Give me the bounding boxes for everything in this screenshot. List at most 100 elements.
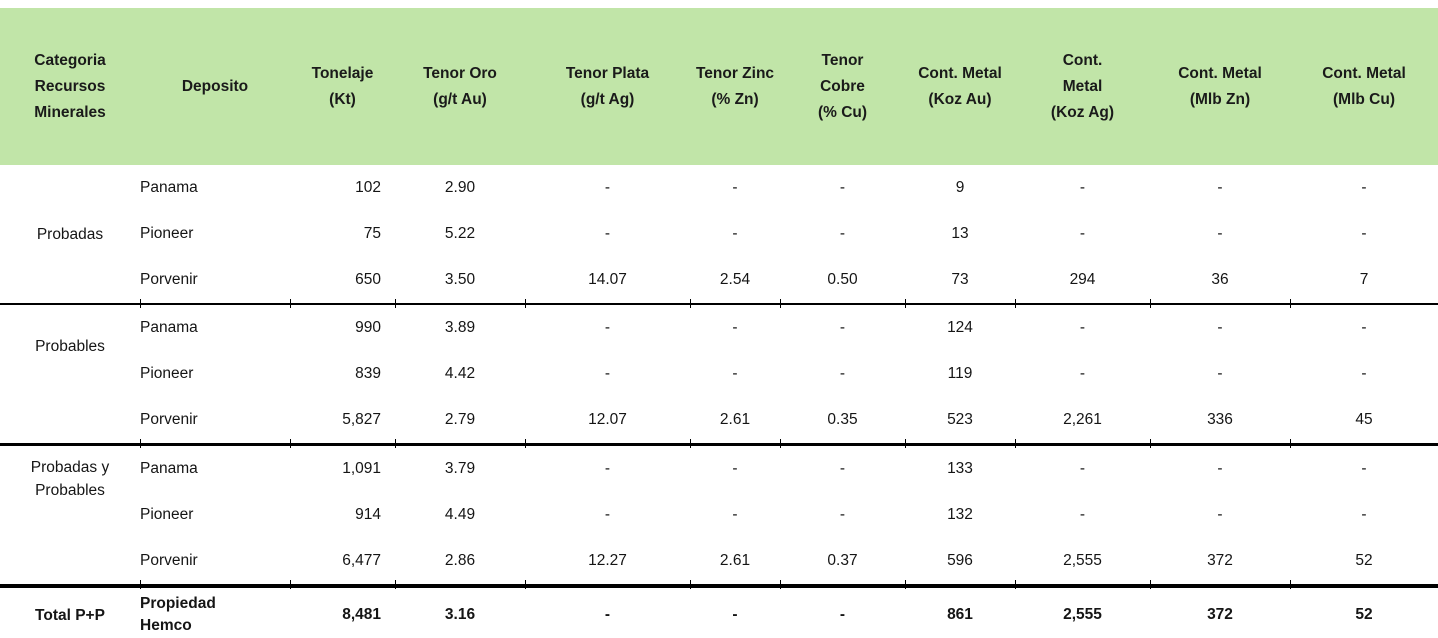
tonelaje-cell: 75 xyxy=(363,225,381,242)
tenor-cobre-cell: 0.50 xyxy=(780,257,906,308)
header-tenor-zinc: Tenor Zinc (% Zn) xyxy=(690,8,780,165)
tenor-zinc-cell: - xyxy=(732,460,738,477)
koz-ag-cell: 2,555 xyxy=(1015,538,1151,589)
mlb-zn-cell: - xyxy=(1217,460,1223,477)
koz-ag-cell: 294 xyxy=(1015,257,1151,308)
tenor-cobre-cell: - xyxy=(839,506,846,523)
table-row: Probables Panama 990 3.89 - - - 124 - - … xyxy=(0,304,1438,447)
tenor-oro-cell: 5.22 xyxy=(444,225,476,242)
deposit-cell: Porvenir xyxy=(140,538,291,589)
deposit-cell: Panama xyxy=(140,460,198,477)
tenor-plata-cell: - xyxy=(604,506,611,523)
mlb-zn-cell: 372 xyxy=(1207,606,1233,623)
header-tenor-plata: Tenor Plata (g/t Ag) xyxy=(525,8,690,165)
total-row: Total P+P Propiedad Hemco 8,481 3.16 - -… xyxy=(0,586,1438,638)
table-row: Probadas Panama 102 2.90 - - - 9 - - - xyxy=(0,165,1438,308)
header-row: Categoria Recursos Minerales Deposito To… xyxy=(0,8,1438,165)
tenor-zinc-cell: 2.61 xyxy=(690,397,781,448)
tenor-oro-cell: 3.79 xyxy=(444,460,476,477)
tenor-oro-cell: 3.89 xyxy=(444,319,476,336)
tonelaje-cell: 914 xyxy=(355,506,381,523)
tonelaje-cell: 650 xyxy=(290,257,396,308)
deposit-cell: Porvenir xyxy=(140,397,291,448)
koz-au-cell: 132 xyxy=(947,506,973,523)
total-section: Total P+P Propiedad Hemco 8,481 3.16 - -… xyxy=(0,586,1438,638)
deposit-cell: Pioneer xyxy=(140,225,194,242)
header-cont-metal-mlb-zn: Cont. Metal (Mlb Zn) xyxy=(1150,8,1290,165)
tenor-plata-cell: - xyxy=(604,460,611,477)
mlb-cu-cell: - xyxy=(1361,506,1367,523)
group-probadas: Probadas Panama 102 2.90 - - - 9 - - - P… xyxy=(0,165,1438,308)
mlb-cu-cell: - xyxy=(1361,225,1367,242)
koz-ag-cell: - xyxy=(1079,365,1086,382)
tenor-plata-cell: - xyxy=(604,606,611,623)
table-row: Pioneer 75 5.22 - - - 13 - - - xyxy=(0,211,1438,257)
mlb-zn-cell: 336 xyxy=(1150,397,1291,448)
table-row: Porvenir 6,477 2.86 12.27 2.61 0.37 596 … xyxy=(0,538,1438,589)
table-row: Probadas y Probables Panama 1,091 3.79 -… xyxy=(0,445,1438,587)
koz-ag-cell: 2,261 xyxy=(1015,397,1151,448)
group-label-probadas: Probadas xyxy=(0,165,141,308)
table-row: Pioneer 914 4.49 - - - 132 - - - xyxy=(0,492,1438,538)
tenor-cobre-cell: 0.37 xyxy=(780,538,906,589)
tenor-cobre-cell: - xyxy=(839,606,846,623)
mlb-cu-cell: - xyxy=(1361,460,1367,477)
koz-ag-cell: - xyxy=(1079,179,1086,196)
koz-ag-cell: - xyxy=(1079,506,1086,523)
tenor-zinc-cell: - xyxy=(732,225,738,242)
mlb-cu-cell: 45 xyxy=(1355,411,1373,428)
koz-au-cell: 861 xyxy=(947,606,973,623)
tenor-cobre-cell: - xyxy=(839,179,846,196)
mlb-zn-cell: - xyxy=(1217,506,1223,523)
group-label-probadas-y-probables: Probadas y Probables xyxy=(0,445,141,587)
deposit-cell: Pioneer xyxy=(140,506,194,523)
koz-au-cell: 596 xyxy=(905,538,1016,589)
mlb-zn-cell: - xyxy=(1217,179,1223,196)
koz-ag-cell: 2,555 xyxy=(1063,606,1102,623)
koz-au-cell: 124 xyxy=(947,319,973,336)
mlb-cu-cell: 52 xyxy=(1355,552,1373,569)
table-header: Categoria Recursos Minerales Deposito To… xyxy=(0,8,1438,165)
tenor-oro-cell: 4.49 xyxy=(444,506,476,523)
koz-au-cell: 119 xyxy=(947,365,973,382)
tenor-oro-cell: 3.50 xyxy=(395,257,526,308)
tenor-plata-cell: 12.27 xyxy=(525,538,691,589)
koz-ag-cell: - xyxy=(1079,319,1086,336)
mlb-cu-cell: - xyxy=(1361,179,1367,196)
koz-ag-cell: - xyxy=(1079,225,1086,242)
tenor-cobre-cell: - xyxy=(839,319,846,336)
total-deposit-cell: Propiedad Hemco xyxy=(140,595,216,634)
tonelaje-cell: 8,481 xyxy=(342,606,381,623)
table-row: Porvenir 5,827 2.79 12.07 2.61 0.35 523 … xyxy=(0,397,1438,448)
mineral-resources-table: Categoria Recursos Minerales Deposito To… xyxy=(0,8,1438,638)
koz-ag-cell: - xyxy=(1079,460,1086,477)
header-cont-metal-koz-ag: Cont. Metal (Koz Ag) xyxy=(1015,8,1150,165)
tonelaje-cell: 990 xyxy=(355,319,381,336)
header-deposito: Deposito xyxy=(140,8,290,165)
tenor-zinc-cell: - xyxy=(732,506,738,523)
koz-au-cell: 523 xyxy=(905,397,1016,448)
mlb-zn-cell: - xyxy=(1217,365,1223,382)
mlb-zn-cell: 36 xyxy=(1150,257,1291,308)
header-tonelaje: Tonelaje (Kt) xyxy=(290,8,395,165)
tenor-oro-cell: 3.16 xyxy=(444,606,476,623)
tenor-plata-cell: 12.07 xyxy=(525,397,691,448)
header-categoria: Categoria Recursos Minerales xyxy=(0,8,140,165)
group-probadas-y-probables: Probadas y Probables Panama 1,091 3.79 -… xyxy=(0,444,1438,589)
header-cont-metal-koz-au: Cont. Metal (Koz Au) xyxy=(905,8,1015,165)
tenor-zinc-cell: - xyxy=(732,179,738,196)
tenor-plata-cell: - xyxy=(604,179,611,196)
deposit-cell: Pioneer xyxy=(140,365,194,382)
tenor-zinc-cell: - xyxy=(732,606,738,623)
tenor-plata-cell: - xyxy=(604,319,611,336)
tenor-cobre-cell: - xyxy=(839,225,846,242)
koz-au-cell: 9 xyxy=(955,179,965,196)
koz-au-cell: 133 xyxy=(947,460,973,477)
tenor-oro-cell: 2.79 xyxy=(395,397,526,448)
mlb-cu-cell: 52 xyxy=(1355,606,1373,623)
header-tenor-cobre: Tenor Cobre (% Cu) xyxy=(780,8,905,165)
tenor-oro-cell: 2.86 xyxy=(395,538,526,589)
mlb-cu-cell: 7 xyxy=(1359,271,1369,288)
table-row: Pioneer 839 4.42 - - - 119 - - - xyxy=(0,351,1438,397)
